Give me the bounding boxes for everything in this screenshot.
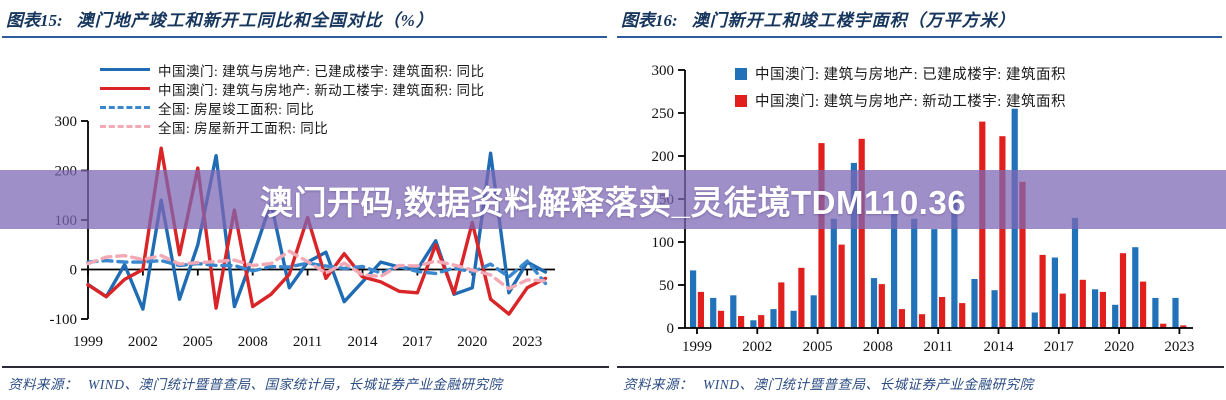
figure-15-label: 图表15: [6, 11, 63, 30]
svg-text:2005: 2005 [183, 334, 213, 350]
legend-label: 中国澳门: 建筑与房地产: 新动工楼宇: 建筑面积 [755, 94, 1066, 110]
legend-figure-16: 中国澳门: 建筑与房地产: 已建成楼宇: 建筑面积 中国澳门: 建筑与房地产: … [735, 60, 1066, 114]
legend-label: 中国澳门: 建筑与房地产: 已建成楼宇: 建筑面积 [755, 67, 1066, 83]
watermark-text: 澳门开码,数据资料解释落实_灵徒境TDM110.36 [259, 183, 967, 221]
svg-text:100: 100 [652, 235, 675, 251]
svg-text:0: 0 [667, 321, 675, 337]
legend-item-bar-completed: 中国澳门: 建筑与房地产: 已建成楼宇: 建筑面积 [735, 60, 1066, 87]
svg-text:2023: 2023 [1164, 339, 1194, 355]
line-swatch-pink-dashed [100, 125, 150, 128]
svg-text:2002: 2002 [128, 334, 158, 350]
svg-text:1999: 1999 [73, 334, 103, 350]
svg-text:2020: 2020 [457, 334, 487, 350]
line-swatch-red-solid [100, 87, 150, 90]
legend-item-bar-newstart: 中国澳门: 建筑与房地产: 新动工楼宇: 建筑面积 [735, 87, 1066, 114]
legend-label: 全国: 房屋新开工面积: 同比 [158, 120, 329, 136]
figure-16-title-bar: 图表16: 澳门新开工和竣工楼宇面积（万平方米） [617, 4, 1222, 38]
legend-label: 全国: 房屋竣工面积: 同比 [158, 101, 315, 117]
svg-text:-100: -100 [50, 312, 78, 328]
svg-text:2023: 2023 [512, 334, 542, 350]
line-swatch-blue-solid [100, 68, 150, 71]
bar-swatch-blue [735, 67, 747, 80]
svg-text:2011: 2011 [293, 334, 322, 350]
figure-15-title: 澳门地产竣工和新开工同比和全国对比（%） [76, 11, 434, 30]
svg-text:2017: 2017 [402, 334, 433, 350]
figure-15-title-bar: 图表15: 澳门地产竣工和新开工同比和全国对比（%） [2, 4, 607, 38]
legend-item-national-completed: 全国: 房屋竣工面积: 同比 [100, 98, 485, 117]
svg-text:2011: 2011 [923, 339, 952, 355]
svg-text:300: 300 [55, 114, 78, 130]
legend-item-macau-newstart: 中国澳门: 建筑与房地产: 新动工楼宇: 建筑面积: 同比 [100, 79, 485, 98]
source-text: WIND、澳门统计暨普查局、国家统计局，长城证券产业金融研究院 [88, 377, 503, 392]
watermark-banner: 澳门开码,数据资料解释落实_灵徒境TDM110.36 [0, 170, 1226, 229]
panel-figure-16: 图表16:澳门新开工和竣工楼宇面积（万平方米） 0501001502002503… [615, 0, 1226, 400]
source-label: 资料来源： [8, 377, 78, 392]
source-bar-figure-15: 资料来源： WIND、澳门统计暨普查局、国家统计局，长城证券产业金融研究院 [2, 366, 609, 394]
source-text: WIND、澳门统计暨普查局、长城证券产业金融研究院 [703, 377, 1034, 392]
svg-text:2014: 2014 [984, 339, 1015, 355]
line-swatch-blue-dashed [100, 106, 150, 109]
svg-text:200: 200 [652, 149, 675, 165]
legend-item-macau-completed: 中国澳门: 建筑与房地产: 已建成楼宇: 建筑面积: 同比 [100, 60, 485, 79]
bar-swatch-red [735, 94, 747, 107]
source-bar-figure-16: 资料来源： WIND、澳门统计暨普查局、长城证券产业金融研究院 [617, 366, 1224, 394]
source-label: 资料来源： [623, 377, 693, 392]
svg-text:2008: 2008 [238, 334, 268, 350]
legend-item-national-newstart: 全国: 房屋新开工面积: 同比 [100, 117, 485, 136]
svg-text:2002: 2002 [742, 339, 772, 355]
figure-16-title: 澳门新开工和竣工楼宇面积（万平方米） [691, 11, 1016, 30]
svg-text:300: 300 [652, 63, 675, 79]
svg-text:2014: 2014 [348, 334, 379, 350]
bar-chart-macau-floor-area: 0501001502002503001999200220052008201120… [652, 63, 1195, 355]
legend-figure-15: 中国澳门: 建筑与房地产: 已建成楼宇: 建筑面积: 同比 中国澳门: 建筑与房… [100, 60, 485, 136]
svg-text:250: 250 [652, 106, 675, 122]
svg-text:2020: 2020 [1104, 339, 1134, 355]
svg-text:50: 50 [659, 278, 674, 294]
figure-16-label: 图表16: [621, 11, 678, 30]
svg-text:2017: 2017 [1044, 339, 1075, 355]
svg-text:2008: 2008 [863, 339, 893, 355]
svg-text:0: 0 [70, 263, 78, 279]
legend-label: 中国澳门: 建筑与房地产: 新动工楼宇: 建筑面积: 同比 [158, 82, 485, 98]
legend-label: 中国澳门: 建筑与房地产: 已建成楼宇: 建筑面积: 同比 [158, 63, 485, 79]
svg-text:1999: 1999 [682, 339, 712, 355]
svg-text:2005: 2005 [803, 339, 833, 355]
